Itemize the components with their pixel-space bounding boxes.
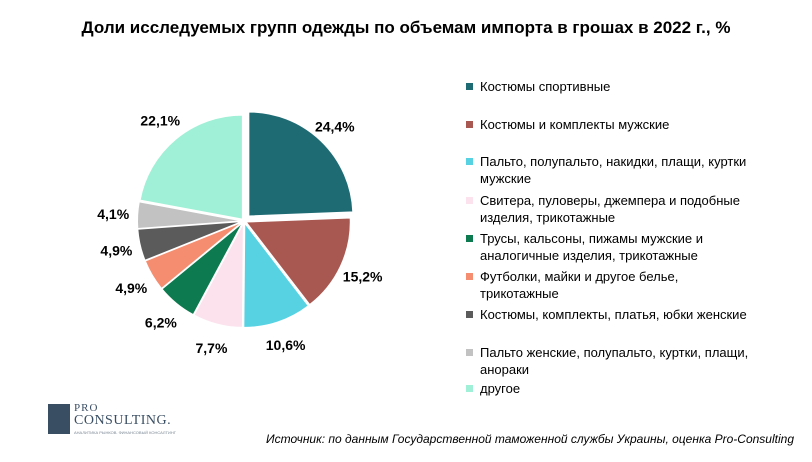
logo-tagline: АНАЛИТИКА РЫНКОВ. ФИНАНСОВЫЙ КОНСАЛТИНГ bbox=[74, 430, 176, 435]
legend-item: Трусы, кальсоны, пижамы мужские и аналог… bbox=[466, 230, 756, 264]
pie-slice-4 bbox=[193, 223, 244, 328]
legend-label: Костюмы и комплекты мужские bbox=[480, 117, 670, 132]
logo-mark-icon bbox=[48, 404, 70, 434]
slice-value-label: 4,1% bbox=[97, 206, 129, 222]
pro-consulting-logo: PRO CONSULTING. АНАЛИТИКА РЫНКОВ. ФИНАНС… bbox=[48, 402, 176, 438]
pie-slice-2 bbox=[245, 217, 351, 306]
pie-slice-1 bbox=[248, 111, 354, 217]
pie-slice-3 bbox=[243, 221, 309, 328]
legend-swatch bbox=[466, 83, 473, 90]
legend-item: другое bbox=[466, 380, 756, 397]
legend-swatch bbox=[466, 121, 473, 128]
legend-item: Пальто, полупальто, накидки, плащи, курт… bbox=[466, 153, 756, 187]
legend-swatch bbox=[466, 385, 473, 392]
pie-slice-9 bbox=[139, 114, 243, 220]
legend-label: Трусы, кальсоны, пижамы мужские и аналог… bbox=[480, 231, 703, 263]
chart-title: Доли исследуемых групп одежды по объемам… bbox=[81, 18, 731, 37]
slice-value-label: 6,2% bbox=[145, 314, 177, 330]
source-note: Источник: по данным Государственной тамо… bbox=[266, 432, 794, 446]
pie-slice-7 bbox=[137, 221, 242, 261]
legend-item: Костюмы и комплекты мужские bbox=[466, 116, 756, 133]
legend-label: Футболки, майки и другое белье, трикотаж… bbox=[480, 269, 679, 301]
legend-item: Свитера, пуловеры, джемпера и подобные и… bbox=[466, 192, 756, 226]
legend-swatch bbox=[466, 197, 473, 204]
legend-swatch bbox=[466, 349, 473, 356]
pie-slice-6 bbox=[144, 221, 243, 290]
legend-swatch bbox=[466, 273, 473, 280]
legend-label: Свитера, пуловеры, джемпера и подобные и… bbox=[480, 193, 740, 225]
legend-item: Костюмы спортивные bbox=[466, 78, 756, 95]
legend-item: Футболки, майки и другое белье, трикотаж… bbox=[466, 268, 756, 302]
legend-label: Пальто, полупальто, накидки, плащи, курт… bbox=[480, 154, 747, 186]
legend-label: Пальто женские, полупальто, куртки, плащ… bbox=[480, 345, 749, 377]
legend-item: Пальто женские, полупальто, куртки, плащ… bbox=[466, 344, 756, 378]
logo-pro-text: PRO bbox=[74, 402, 99, 414]
pie-slice-5 bbox=[161, 222, 243, 316]
legend-swatch bbox=[466, 158, 473, 165]
slice-value-label: 15,2% bbox=[343, 269, 383, 285]
legend-label: Костюмы спортивные bbox=[480, 79, 611, 94]
slice-value-label: 4,9% bbox=[115, 280, 147, 296]
slice-value-label: 4,9% bbox=[100, 243, 132, 259]
slice-value-label: 10,6% bbox=[266, 337, 306, 353]
legend-swatch bbox=[466, 311, 473, 318]
slice-value-label: 24,4% bbox=[315, 119, 355, 135]
legend-label: другое bbox=[480, 381, 521, 396]
legend-swatch bbox=[466, 235, 473, 242]
slice-value-label: 7,7% bbox=[195, 340, 227, 356]
legend-item: Костюмы, комплекты, платья, юбки женские bbox=[466, 306, 756, 323]
legend-label: Костюмы, комплекты, платья, юбки женские bbox=[480, 307, 747, 322]
logo-consulting-text: CONSULTING. bbox=[74, 413, 172, 428]
pie-slice-8 bbox=[137, 201, 242, 230]
slice-value-label: 22,1% bbox=[140, 112, 180, 128]
